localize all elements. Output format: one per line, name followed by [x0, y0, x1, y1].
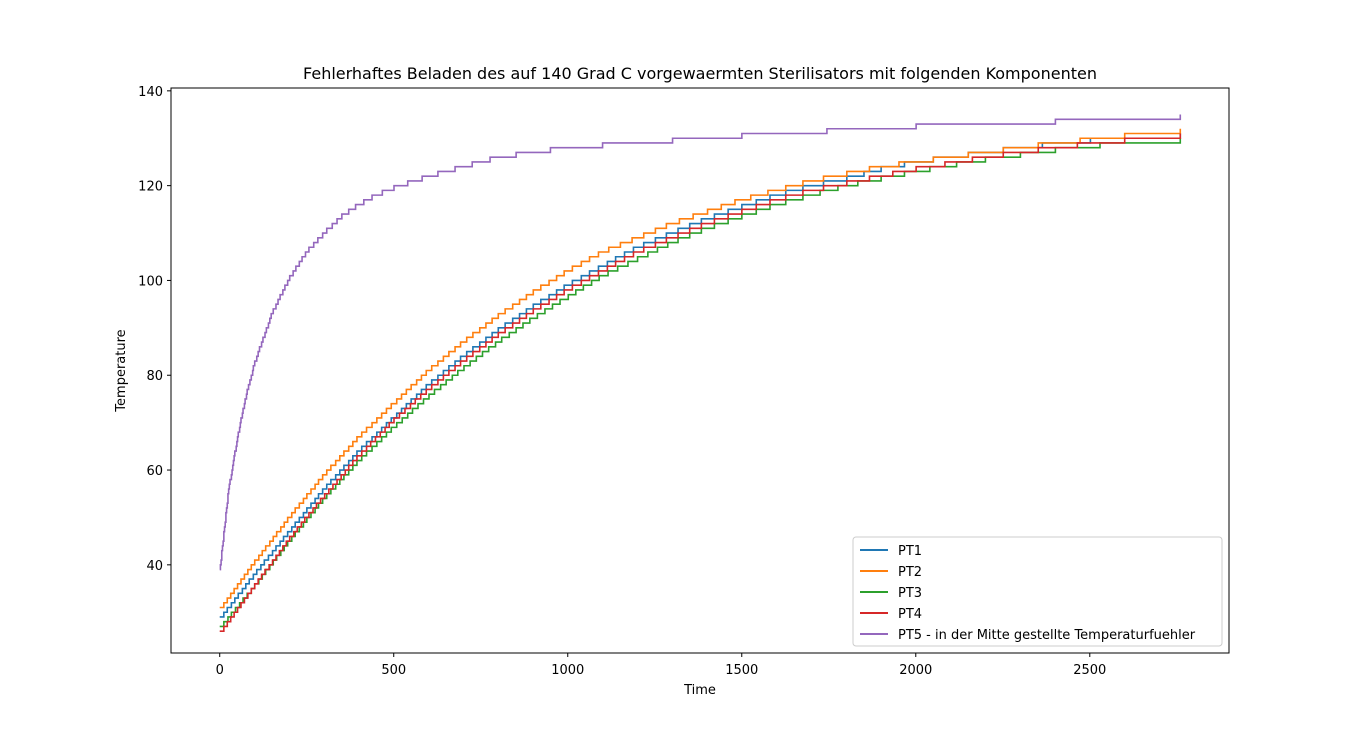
legend-label: PT3	[898, 586, 922, 601]
legend-label: PT5 - in der Mitte gestellte Temperaturf…	[898, 628, 1196, 643]
y-axis-ticks: 40 60 80 100 120 140	[138, 85, 171, 574]
x-axis-ticks: 0 500 1000 1500 2000 2500	[216, 653, 1106, 678]
series-layer	[219, 114, 1182, 632]
legend-label: PT2	[898, 565, 922, 580]
x-tick-label: 1000	[551, 663, 584, 678]
series-line-1	[219, 133, 1182, 618]
y-tick-label: 140	[138, 85, 163, 100]
chart-title: Fehlerhaftes Beladen des auf 140 Grad C …	[303, 64, 1097, 83]
y-tick-label: 40	[146, 559, 163, 574]
x-tick-label: 2000	[899, 663, 932, 678]
x-tick-label: 1500	[725, 663, 758, 678]
legend-label: PT4	[898, 607, 922, 622]
y-tick-label: 80	[146, 369, 163, 384]
x-tick-label: 0	[216, 663, 224, 678]
y-axis-title: Temperature	[114, 329, 129, 412]
x-tick-label: 2500	[1073, 663, 1106, 678]
legend-label: PT1	[898, 544, 922, 559]
y-tick-label: 60	[146, 464, 163, 479]
y-tick-label: 100	[138, 274, 163, 289]
plot-frame	[170, 87, 1230, 654]
legend: PT1 PT2 PT3 PT4 PT5 - in der Mitte gestellte…	[852, 536, 1223, 647]
y-tick-label: 120	[138, 180, 163, 195]
legend-box	[852, 536, 1223, 647]
x-tick-label: 500	[381, 663, 406, 678]
series-line-5	[219, 114, 1182, 571]
series-line-4	[219, 133, 1182, 632]
x-axis-title: Time	[683, 683, 716, 698]
series-line-2	[219, 128, 1182, 609]
